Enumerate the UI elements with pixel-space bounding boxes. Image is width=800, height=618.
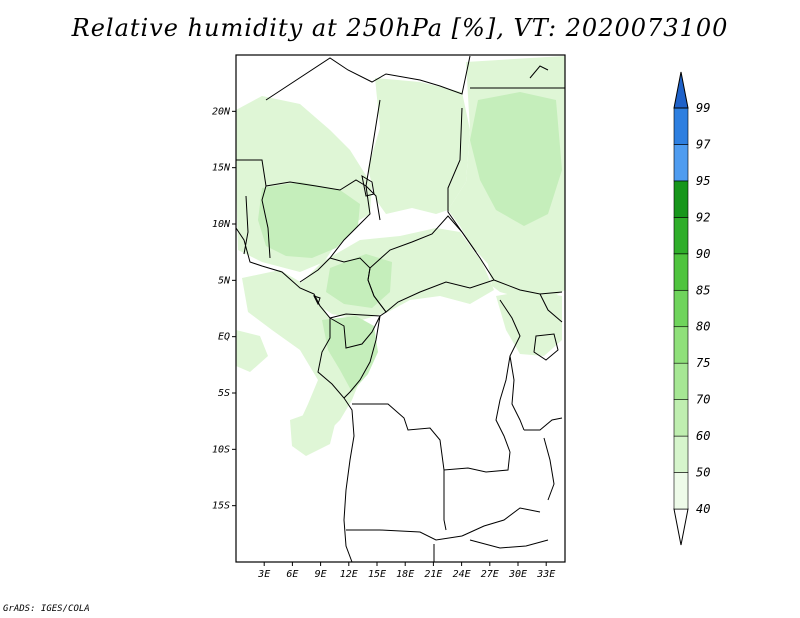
colorbar-box-70 — [673, 362, 689, 400]
lake-tanganyika — [509, 355, 525, 431]
x-tick-label-12E: 12E — [340, 569, 358, 580]
map-title: Relative humidity at 250hPa [%], VT: 202… — [71, 14, 729, 42]
colorbar-box-60 — [673, 399, 689, 437]
colorbar-label-80: 80 — [696, 320, 710, 334]
y-tick-label-10N: 10N — [212, 219, 231, 230]
colorbar-box-75 — [673, 326, 689, 364]
border-angola-zambia — [443, 470, 447, 531]
humidity-region-coast-west — [236, 330, 268, 372]
x-tick-label-6E: 6E — [286, 569, 298, 580]
border-zambia-south — [461, 507, 541, 537]
colorbar-upper-triangle — [673, 71, 689, 109]
humidity-region-north-central — [368, 78, 470, 214]
colorbar-box-97 — [673, 107, 689, 145]
colorbar-box-95 — [673, 144, 689, 182]
x-tick-label-24E: 24E — [453, 569, 471, 580]
border-cameroon — [329, 257, 387, 319]
border-angola-namibia — [346, 529, 463, 541]
lake-chad — [361, 174, 375, 197]
colorbar-box-90 — [673, 217, 689, 255]
colorbar-label-92: 92 — [696, 210, 710, 224]
border-south-sudan — [493, 279, 563, 295]
colorbar-label-90: 90 — [696, 247, 710, 261]
lake-victoria-shore — [533, 333, 559, 361]
humidity-region-offshore-south — [290, 410, 336, 456]
colorbar-label-95: 95 — [696, 174, 710, 188]
colorbar-label-85: 85 — [696, 283, 710, 297]
latitude-axis: 20N 15N 10N 5N EQ 5S 10S 15S — [212, 106, 236, 512]
colorbar-label-99: 99 — [696, 101, 710, 115]
x-tick-label-3E: 3E — [257, 569, 270, 580]
border-east-africa — [539, 293, 563, 323]
border-sahara-north — [265, 55, 471, 101]
coastline-west-africa — [235, 227, 355, 563]
island-bioko — [313, 295, 321, 306]
y-tick-label-15N: 15N — [212, 163, 231, 174]
humidity-region-northeast-core — [470, 92, 562, 226]
humidity-region-southeast — [496, 290, 562, 356]
colorbar-box-80 — [673, 289, 689, 328]
colorbar-label-97: 97 — [696, 137, 711, 151]
y-tick-label-EQ: EQ — [218, 332, 230, 343]
colorbar-box-92 — [673, 180, 689, 218]
humidity-region-cameroon — [326, 254, 392, 308]
colorbar-box-40 — [673, 472, 689, 510]
tanzania-border — [524, 417, 563, 431]
humidity-region-nigeria — [258, 182, 360, 258]
colorbar-label-50: 50 — [696, 466, 710, 480]
y-tick-label-15S: 15S — [212, 501, 230, 512]
border-gabon-congo — [329, 315, 381, 349]
colorbar-lower-triangle — [673, 508, 689, 546]
x-tick-label-27E: 27E — [481, 569, 499, 580]
egypt-coast — [529, 65, 549, 79]
colorbar-box-85 — [673, 253, 689, 291]
x-tick-label-15E: 15E — [368, 569, 386, 580]
colorbar-box-50 — [673, 435, 689, 473]
y-tick-label-20N: 20N — [212, 106, 231, 117]
x-tick-label-18E: 18E — [396, 569, 414, 580]
colorbar-label-60: 60 — [696, 429, 710, 443]
y-tick-label-10S: 10S — [212, 444, 230, 455]
humidity-region-gulf — [242, 270, 360, 450]
colorbar-label-70: 70 — [696, 393, 710, 407]
y-tick-label-5S: 5S — [218, 388, 230, 399]
longitude-axis: 3E 6E 9E 12E 15E 18E 21E 24E 27E 30E 33E — [257, 562, 555, 580]
border-drc-congo — [343, 315, 381, 399]
lake-malawi — [543, 437, 555, 501]
grads-credit: GrADS: IGES/COLA — [3, 604, 90, 614]
border-mali-niger — [236, 159, 267, 187]
x-tick-label-9E: 9E — [315, 569, 327, 580]
x-tick-label-30E: 30E — [508, 569, 527, 580]
country-borders — [235, 55, 565, 563]
x-tick-label-33E: 33E — [536, 569, 555, 580]
border-drc-angola — [352, 403, 511, 473]
y-tick-label-5N: 5N — [218, 275, 231, 286]
humidity-shading — [236, 56, 565, 456]
border-benin-togo — [261, 185, 271, 259]
map-frame — [235, 54, 566, 563]
colorbar-label-40: 40 — [696, 502, 710, 516]
border-ghana — [243, 195, 249, 255]
colorbar: 40 50 60 70 75 80 85 90 92 95 97 99 — [673, 71, 711, 546]
border-zimbabwe — [469, 539, 549, 549]
border-nigeria — [265, 179, 371, 283]
colorbar-label-75: 75 — [696, 356, 710, 370]
drc-east-border — [495, 299, 521, 453]
x-tick-label-21E: 21E — [424, 569, 442, 580]
